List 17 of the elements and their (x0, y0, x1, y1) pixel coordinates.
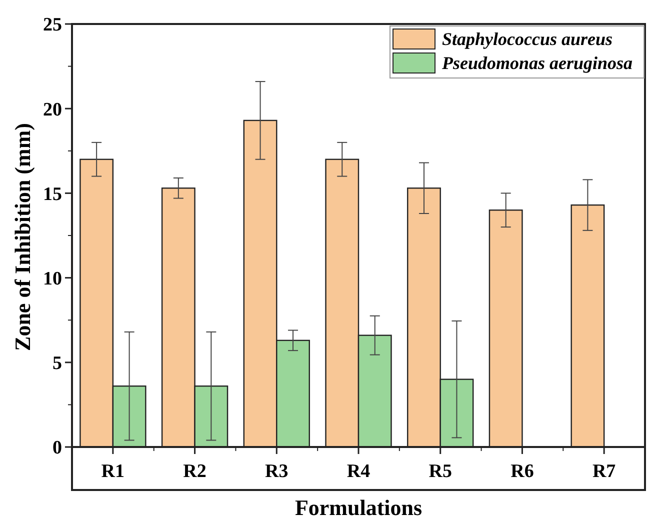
x-tick-label: R3 (265, 461, 288, 482)
x-tick-label: R4 (346, 461, 371, 482)
y-tick-label: 25 (43, 14, 62, 36)
x-tick-label: R7 (592, 461, 616, 482)
y-tick-label: 5 (52, 353, 62, 374)
x-tick-label: R1 (101, 461, 125, 482)
x-tick-label: R2 (183, 461, 206, 482)
y-tick-label: 20 (43, 99, 62, 120)
y-tick-label: 0 (52, 438, 62, 459)
x-tick-label: R6 (510, 461, 534, 482)
y-tick-label: 10 (43, 268, 62, 290)
x-axis-title: Formulations (294, 495, 422, 518)
y-tick-label: 15 (43, 184, 62, 205)
legend-label: Staphylococcus aureus (442, 29, 613, 49)
legend-label: Pseudomonas aeruginosa (441, 53, 633, 73)
x-tick-label: R5 (428, 461, 452, 482)
y-axis-title: Zone of Inhibition (mm) (10, 123, 35, 351)
